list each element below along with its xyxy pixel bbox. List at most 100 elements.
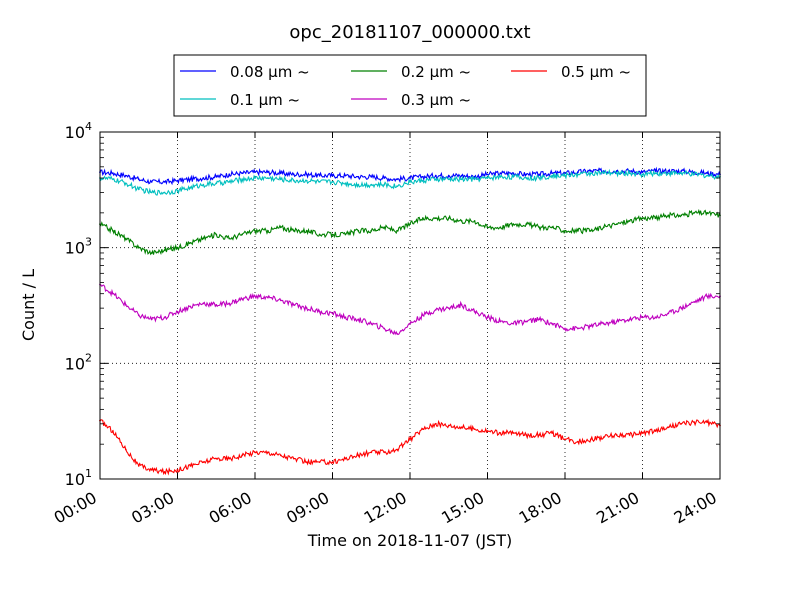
x-tick-label: 15:00 bbox=[438, 488, 487, 528]
data-point bbox=[267, 451, 269, 454]
data-point bbox=[512, 175, 515, 178]
data-point bbox=[577, 173, 579, 176]
legend-item: 0.2 μm ~ bbox=[351, 63, 471, 81]
data-point bbox=[124, 448, 127, 451]
data-point bbox=[615, 320, 618, 323]
data-point bbox=[628, 172, 631, 175]
legend: 0.08 μm ~ 0.1 μm ~ 0.2 μm ~ 0.3 μm ~ 0.5 μm … bbox=[173, 54, 647, 117]
x-tick-label: 12:00 bbox=[361, 488, 410, 528]
data-point bbox=[706, 211, 708, 214]
data-point bbox=[189, 305, 192, 308]
data-point bbox=[357, 175, 360, 178]
data-point bbox=[486, 226, 489, 229]
data-point bbox=[654, 316, 657, 319]
x-tick-labels: 00:00 03:00 06:00 09:00 12:00 15:00 18:00 21:00… bbox=[51, 488, 720, 528]
data-point bbox=[331, 181, 334, 183]
data-point bbox=[370, 451, 373, 454]
data-point bbox=[396, 448, 398, 451]
x-tick-label: 21:00 bbox=[593, 488, 642, 528]
data-point bbox=[344, 233, 347, 236]
data-point bbox=[422, 428, 424, 430]
y-axis-label: Count / L bbox=[19, 269, 38, 341]
data-point bbox=[318, 461, 321, 463]
data-point bbox=[641, 173, 644, 176]
y-tick-label: 101 bbox=[65, 467, 92, 489]
data-point bbox=[538, 434, 541, 436]
data-point bbox=[163, 316, 166, 319]
data-point bbox=[706, 295, 708, 298]
data-point bbox=[628, 220, 631, 222]
data-point bbox=[499, 320, 502, 323]
data-point bbox=[318, 310, 321, 313]
data-point bbox=[112, 229, 114, 232]
data-point bbox=[124, 182, 127, 185]
data-point bbox=[434, 308, 437, 311]
data-point bbox=[383, 451, 386, 454]
data-point bbox=[137, 188, 140, 191]
data-point bbox=[112, 172, 114, 175]
data-point bbox=[447, 174, 450, 177]
data-point bbox=[680, 172, 683, 175]
data-point bbox=[641, 171, 644, 174]
data-point bbox=[641, 217, 644, 220]
data-point bbox=[525, 223, 528, 226]
data-point bbox=[254, 295, 256, 298]
data-point bbox=[228, 457, 231, 460]
data-point bbox=[305, 173, 308, 176]
data-point bbox=[344, 316, 347, 319]
data-point bbox=[163, 471, 166, 473]
data-point bbox=[473, 428, 476, 430]
data-point bbox=[318, 181, 321, 183]
data-point bbox=[551, 432, 553, 434]
data-point bbox=[667, 312, 670, 315]
data-point bbox=[577, 171, 579, 174]
data-point bbox=[525, 434, 528, 436]
data-point bbox=[112, 430, 114, 432]
data-point bbox=[706, 421, 708, 424]
legend-label: 0.5 μm ~ bbox=[561, 63, 631, 81]
data-point bbox=[486, 316, 489, 319]
data-point bbox=[396, 229, 398, 232]
data-point bbox=[215, 457, 218, 460]
data-point bbox=[396, 332, 398, 335]
data-point bbox=[202, 183, 205, 186]
legend-item: 0.3 μm ~ bbox=[351, 91, 471, 109]
data-point bbox=[499, 226, 502, 229]
data-point bbox=[112, 292, 114, 295]
legend-label: 0.08 μm ~ bbox=[230, 63, 310, 81]
data-point bbox=[473, 220, 476, 222]
plot-area bbox=[99, 131, 721, 480]
data-point bbox=[370, 322, 373, 325]
data-point bbox=[538, 226, 541, 229]
data-point bbox=[357, 318, 360, 321]
data-point bbox=[538, 173, 541, 176]
data-point bbox=[150, 181, 153, 183]
x-tick-label: 09:00 bbox=[283, 488, 332, 528]
data-point bbox=[163, 191, 166, 194]
data-point bbox=[176, 310, 179, 313]
data-point bbox=[396, 185, 398, 188]
legend-item: 0.1 μm ~ bbox=[180, 91, 300, 109]
data-point bbox=[447, 217, 450, 220]
data-point bbox=[189, 178, 192, 181]
x-tick-label: 18:00 bbox=[516, 488, 565, 528]
data-point bbox=[589, 438, 592, 441]
legend-frame bbox=[173, 54, 647, 117]
data-point bbox=[422, 314, 424, 317]
data-point bbox=[331, 312, 334, 315]
series-layer bbox=[99, 166, 721, 476]
data-point bbox=[279, 299, 282, 302]
data-point bbox=[292, 304, 295, 306]
data-point bbox=[460, 178, 463, 181]
data-point bbox=[318, 233, 321, 236]
data-point bbox=[564, 438, 566, 441]
data-point bbox=[589, 229, 592, 232]
data-point bbox=[241, 298, 244, 300]
data-point bbox=[137, 178, 140, 181]
data-point bbox=[202, 237, 205, 240]
data-point bbox=[641, 316, 644, 319]
data-point bbox=[254, 451, 256, 454]
data-point bbox=[551, 322, 553, 325]
data-point bbox=[305, 461, 308, 463]
